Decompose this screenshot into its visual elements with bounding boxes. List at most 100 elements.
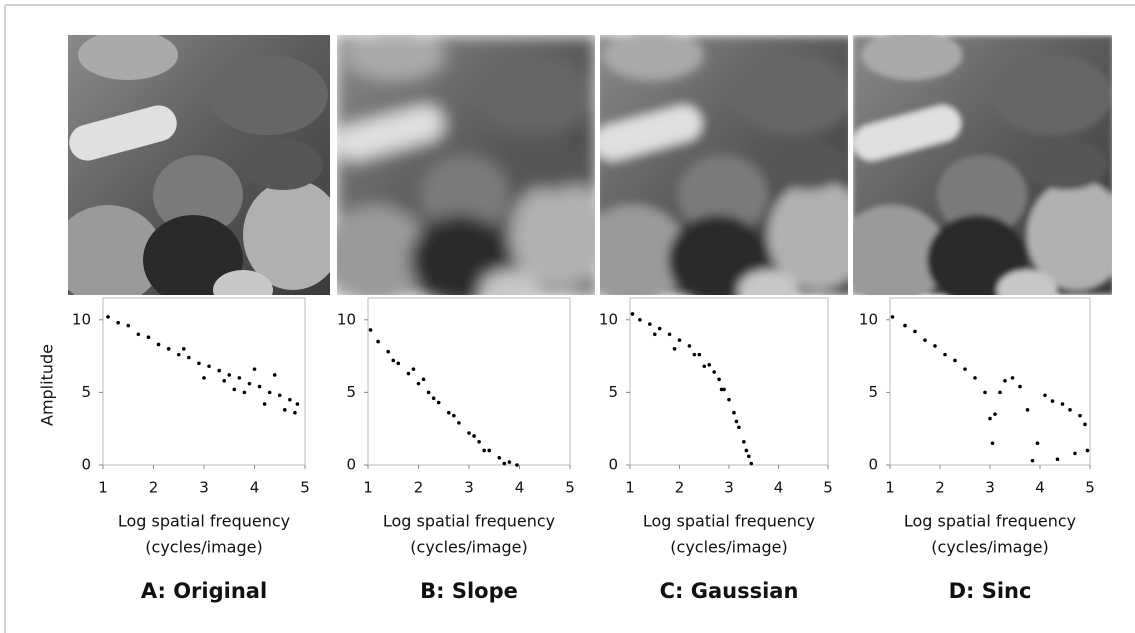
point	[943, 352, 947, 357]
point	[1025, 408, 1030, 412]
point	[749, 461, 754, 466]
point	[1073, 451, 1077, 456]
point	[457, 421, 461, 425]
x-axis-label: (cycles/image)	[410, 538, 527, 557]
point	[507, 460, 512, 464]
point	[288, 397, 292, 402]
panel-title: A: Original	[141, 579, 267, 603]
point	[687, 344, 692, 348]
point	[973, 376, 977, 380]
point	[697, 352, 702, 357]
point	[227, 373, 232, 377]
point	[1035, 441, 1040, 446]
point	[262, 402, 267, 406]
x-axis-label: Log spatial frequency	[904, 512, 1076, 531]
point	[257, 384, 262, 389]
x-axis-label: (cycles/image)	[145, 538, 262, 557]
point	[1068, 408, 1072, 412]
x-tick-label: 2	[414, 479, 424, 497]
x-axis-label: Log spatial frequency	[118, 512, 290, 531]
point	[638, 317, 642, 322]
point	[953, 358, 957, 363]
point	[267, 390, 272, 395]
point	[467, 431, 471, 435]
point	[1083, 422, 1087, 427]
point	[1030, 458, 1035, 463]
point	[197, 361, 201, 366]
y-tick-label: 5	[868, 383, 878, 401]
point	[482, 448, 486, 453]
x-tick-label: 1	[98, 479, 108, 497]
point	[295, 402, 300, 406]
y-tick-label: 0	[608, 456, 618, 474]
x-axis-label: Log spatial frequency	[643, 512, 815, 531]
point	[406, 371, 411, 376]
point	[116, 320, 120, 325]
point	[202, 376, 206, 380]
point	[702, 364, 707, 369]
y-tick-label: 5	[608, 383, 618, 401]
point	[283, 408, 287, 412]
point	[502, 461, 507, 466]
point	[732, 410, 736, 415]
plot-box	[629, 297, 829, 466]
point	[677, 338, 682, 342]
x-tick-label: 5	[1085, 479, 1095, 497]
point	[692, 352, 697, 357]
photo	[337, 35, 595, 295]
point	[722, 387, 726, 392]
point	[983, 390, 987, 395]
point	[707, 363, 711, 367]
point	[421, 377, 426, 382]
point	[1085, 448, 1090, 453]
panel-title: C: Gaussian	[660, 579, 799, 603]
y-tick-label: 10	[72, 310, 91, 328]
point	[146, 335, 151, 340]
plot-box	[102, 297, 306, 466]
point	[411, 367, 416, 371]
point	[717, 377, 721, 382]
point	[376, 339, 380, 344]
point	[293, 410, 297, 415]
point	[431, 396, 436, 401]
x-axis-label: (cycles/image)	[931, 538, 1048, 557]
point	[247, 381, 252, 386]
point	[652, 332, 657, 337]
point	[712, 370, 716, 374]
point	[719, 387, 724, 392]
point	[630, 312, 635, 316]
point	[1060, 402, 1065, 406]
point	[176, 352, 181, 357]
point	[988, 416, 992, 421]
y-tick-label: 10	[599, 310, 618, 328]
point	[1018, 384, 1022, 389]
point	[497, 455, 502, 460]
point	[727, 397, 731, 402]
x-tick-label: 5	[565, 479, 575, 497]
point	[416, 381, 421, 386]
point	[277, 393, 282, 398]
x-tick-label: 5	[300, 479, 310, 497]
point	[990, 441, 995, 446]
x-tick-label: 3	[724, 479, 734, 497]
point	[222, 378, 226, 383]
point	[1055, 457, 1060, 461]
point	[1010, 376, 1015, 380]
point	[890, 315, 895, 319]
point	[232, 387, 237, 392]
point	[923, 338, 927, 342]
x-tick-label: 3	[464, 479, 474, 497]
y-tick-label: 10	[859, 310, 878, 328]
point	[1003, 378, 1007, 383]
panel-title: B: Slope	[420, 579, 518, 603]
x-tick-label: 1	[625, 479, 635, 497]
point	[472, 434, 476, 438]
photo	[68, 35, 330, 295]
point	[207, 364, 211, 369]
point	[182, 347, 186, 351]
point	[734, 419, 739, 424]
point	[436, 400, 441, 405]
y-tick-label: 5	[346, 383, 356, 401]
plot-box	[889, 297, 1091, 466]
